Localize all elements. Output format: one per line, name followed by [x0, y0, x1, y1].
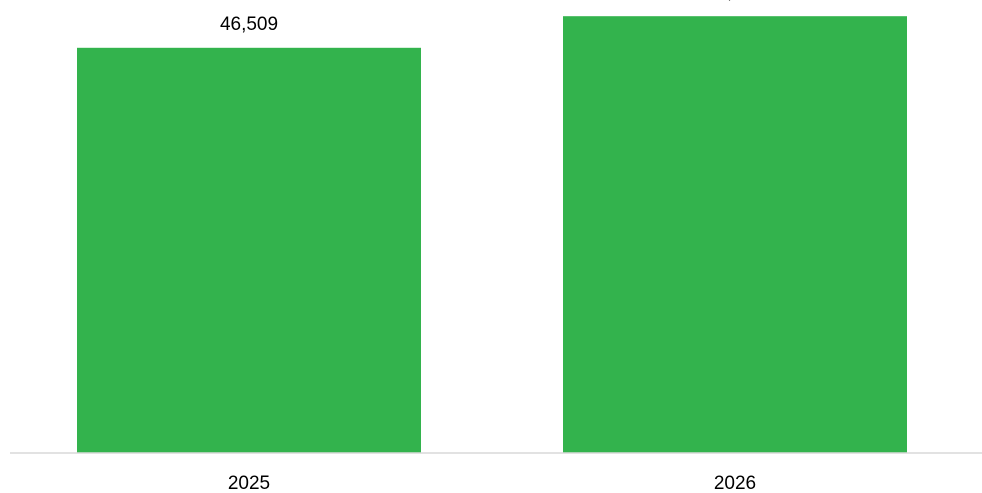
- data-label-2026: 50,141: [706, 0, 764, 3]
- bar-2025: [77, 47, 421, 454]
- bars-group: [77, 16, 907, 454]
- data-labels-group: 46,509 50,141: [220, 0, 764, 35]
- x-axis-tick-labels: 2025 2026: [228, 473, 756, 493]
- x-tick-label-2025: 2025: [228, 473, 270, 493]
- x-tick-label-2026: 2026: [714, 473, 756, 493]
- bar-2026: [563, 16, 907, 453]
- data-label-2025: 46,509: [220, 14, 278, 35]
